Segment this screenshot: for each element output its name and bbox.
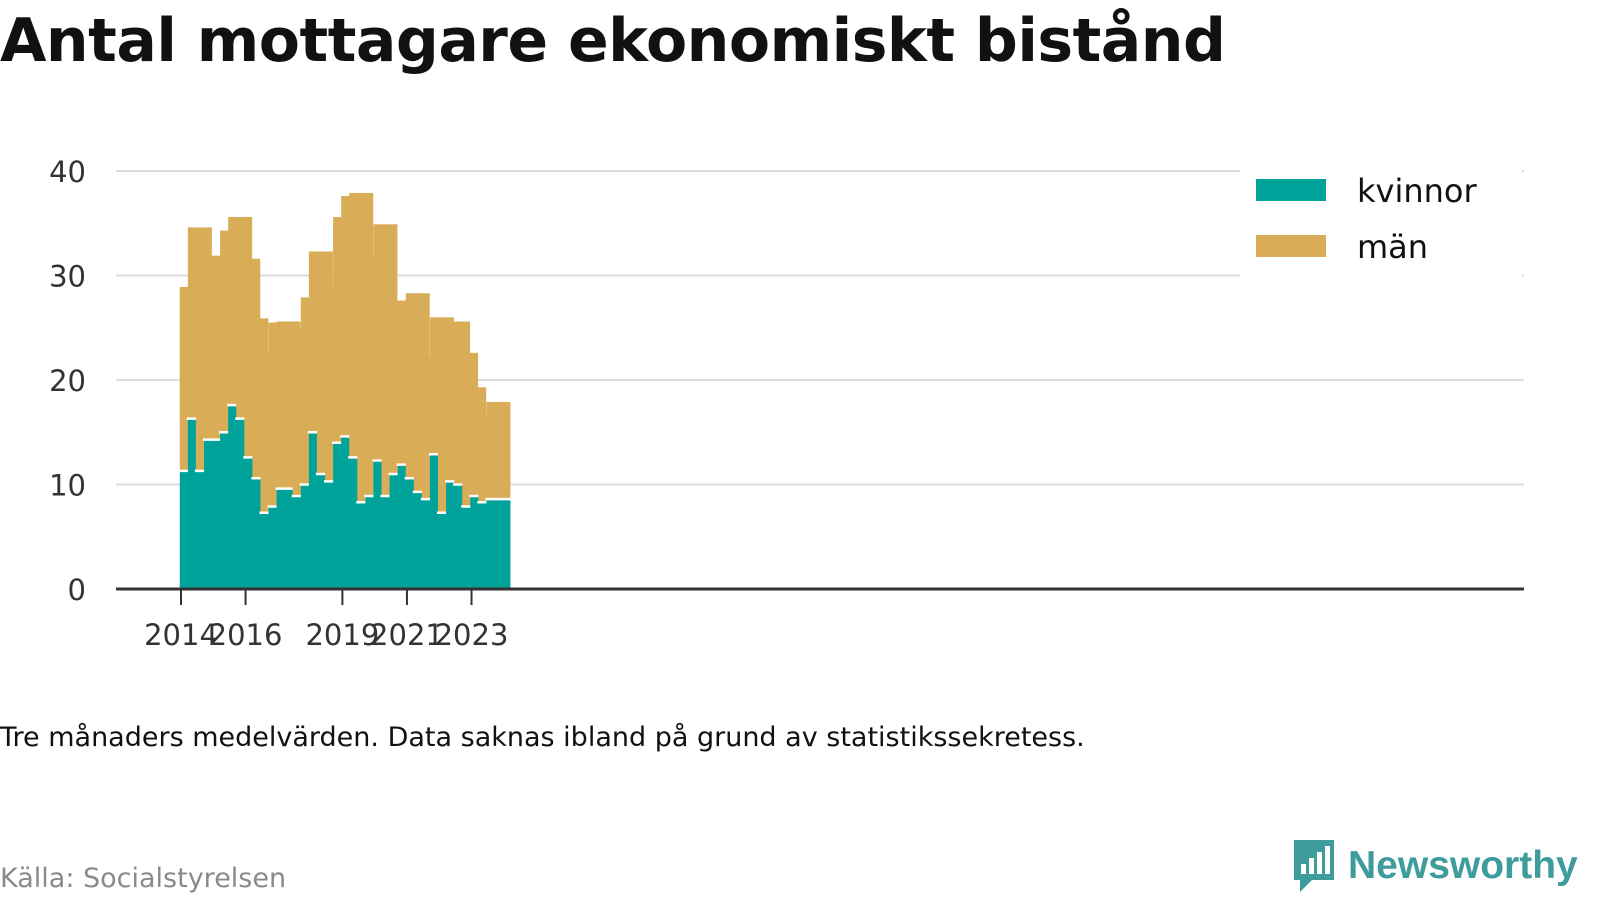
x-tick-label: 2016 xyxy=(209,618,283,652)
y-tick-label: 30 xyxy=(49,260,86,294)
y-tick-label: 20 xyxy=(49,364,86,398)
legend-swatch-kvinnor xyxy=(1256,179,1326,201)
y-tick-label: 0 xyxy=(68,573,86,607)
brand-name: Newsworthy xyxy=(1348,844,1578,887)
x-tick-label: 2023 xyxy=(435,618,509,652)
bar-kvinnor xyxy=(486,499,511,589)
y-axis-ticks: 0 10 20 30 40 xyxy=(49,155,86,607)
bar-chart-speech-bubble-icon xyxy=(1294,840,1334,892)
x-tick-label: 2021 xyxy=(370,618,444,652)
legend: kvinnor män xyxy=(1240,168,1522,280)
legend-label-man: män xyxy=(1357,228,1428,266)
chart-note: Tre månaders medelvärden. Data saknas ib… xyxy=(0,722,1085,753)
y-tick-label: 10 xyxy=(49,469,86,503)
legend-swatch-man xyxy=(1256,235,1326,257)
x-tick-label: 2019 xyxy=(305,618,379,652)
brand-logo: Newsworthy xyxy=(1290,838,1578,894)
y-tick-label: 40 xyxy=(49,155,86,189)
bar-man xyxy=(486,401,511,500)
source-credit: Källa: Socialstyrelsen xyxy=(0,863,287,894)
chart-title: Antal mottagare ekonomiskt bistånd xyxy=(0,6,1226,76)
bars xyxy=(178,192,512,589)
legend-label-kvinnor: kvinnor xyxy=(1357,172,1478,210)
x-tick-label: 2014 xyxy=(144,618,218,652)
